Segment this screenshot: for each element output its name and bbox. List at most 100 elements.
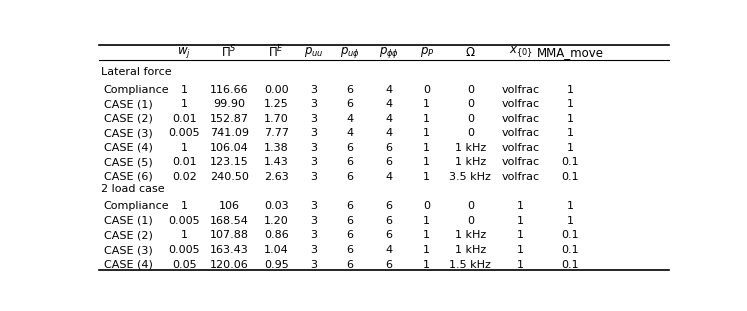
Text: CASE (4): CASE (4) — [104, 143, 152, 153]
Text: 4: 4 — [347, 128, 353, 138]
Text: 123.15: 123.15 — [210, 157, 249, 167]
Text: 1: 1 — [181, 143, 187, 153]
Text: 1: 1 — [566, 99, 574, 109]
Text: 1.43: 1.43 — [264, 157, 288, 167]
Text: volfrac: volfrac — [501, 143, 539, 153]
Text: 7.77: 7.77 — [264, 128, 289, 138]
Text: 1 kHz: 1 kHz — [455, 143, 486, 153]
Text: 1 kHz: 1 kHz — [455, 230, 486, 240]
Text: 1: 1 — [424, 157, 430, 167]
Text: MMA_move: MMA_move — [536, 46, 604, 59]
Text: 0: 0 — [467, 114, 474, 123]
Text: 3.5 kHz: 3.5 kHz — [450, 172, 492, 182]
Text: volfrac: volfrac — [501, 99, 539, 109]
Text: 1: 1 — [181, 202, 187, 211]
Text: $p_{uu}$: $p_{uu}$ — [304, 45, 324, 59]
Text: 6: 6 — [347, 216, 353, 226]
Text: 1: 1 — [566, 85, 574, 95]
Text: 3: 3 — [311, 172, 317, 182]
Text: 3: 3 — [311, 202, 317, 211]
Text: 1: 1 — [566, 128, 574, 138]
Text: 1: 1 — [424, 172, 430, 182]
Text: CASE (2): CASE (2) — [104, 114, 152, 123]
Text: 0.1: 0.1 — [561, 230, 579, 240]
Text: 3: 3 — [311, 230, 317, 240]
Text: 1: 1 — [424, 99, 430, 109]
Text: 116.66: 116.66 — [210, 85, 249, 95]
Text: 1: 1 — [424, 128, 430, 138]
Text: 0: 0 — [467, 99, 474, 109]
Text: $\Pi^E$: $\Pi^E$ — [268, 44, 285, 60]
Text: $\Omega$: $\Omega$ — [465, 46, 476, 59]
Text: 0.86: 0.86 — [264, 230, 288, 240]
Text: $w_j$: $w_j$ — [177, 45, 191, 60]
Text: 0: 0 — [467, 85, 474, 95]
Text: $p_{u\phi}$: $p_{u\phi}$ — [340, 45, 360, 60]
Text: CASE (2): CASE (2) — [104, 230, 152, 240]
Text: 0.005: 0.005 — [168, 245, 200, 255]
Text: 1: 1 — [517, 245, 524, 255]
Text: volfrac: volfrac — [501, 157, 539, 167]
Text: 6: 6 — [385, 216, 392, 226]
Text: 6: 6 — [347, 99, 353, 109]
Text: 1.70: 1.70 — [264, 114, 288, 123]
Text: 4: 4 — [385, 128, 392, 138]
Text: 0.1: 0.1 — [561, 172, 579, 182]
Text: 0.1: 0.1 — [561, 259, 579, 270]
Text: 4: 4 — [385, 114, 392, 123]
Text: 4: 4 — [385, 85, 392, 95]
Text: 1: 1 — [517, 216, 524, 226]
Text: 107.88: 107.88 — [210, 230, 249, 240]
Text: 120.06: 120.06 — [210, 259, 249, 270]
Text: 4: 4 — [385, 245, 392, 255]
Text: 0.01: 0.01 — [172, 114, 196, 123]
Text: CASE (6): CASE (6) — [104, 172, 152, 182]
Text: 0.1: 0.1 — [561, 245, 579, 255]
Text: 1: 1 — [181, 85, 187, 95]
Text: 1: 1 — [517, 202, 524, 211]
Text: 1: 1 — [566, 202, 574, 211]
Text: $x_{\{0\}}$: $x_{\{0\}}$ — [509, 44, 533, 60]
Text: CASE (3): CASE (3) — [104, 128, 152, 138]
Text: 0: 0 — [467, 202, 474, 211]
Text: 0: 0 — [467, 128, 474, 138]
Text: 168.54: 168.54 — [210, 216, 249, 226]
Text: 0: 0 — [424, 85, 430, 95]
Text: 1: 1 — [424, 230, 430, 240]
Text: 1.20: 1.20 — [264, 216, 288, 226]
Text: 3: 3 — [311, 157, 317, 167]
Text: CASE (3): CASE (3) — [104, 245, 152, 255]
Text: volfrac: volfrac — [501, 114, 539, 123]
Text: 0.02: 0.02 — [172, 172, 196, 182]
Text: 6: 6 — [347, 143, 353, 153]
Text: volfrac: volfrac — [501, 172, 539, 182]
Text: 0.01: 0.01 — [172, 157, 196, 167]
Text: 1: 1 — [424, 216, 430, 226]
Text: CASE (5): CASE (5) — [104, 157, 152, 167]
Text: 1: 1 — [566, 216, 574, 226]
Text: CASE (1): CASE (1) — [104, 216, 152, 226]
Text: 6: 6 — [347, 157, 353, 167]
Text: 1: 1 — [517, 259, 524, 270]
Text: volfrac: volfrac — [501, 128, 539, 138]
Text: 1.38: 1.38 — [264, 143, 288, 153]
Text: 4: 4 — [347, 114, 353, 123]
Text: 3: 3 — [311, 143, 317, 153]
Text: 6: 6 — [347, 245, 353, 255]
Text: 1: 1 — [181, 99, 187, 109]
Text: Lateral force: Lateral force — [101, 67, 172, 77]
Text: 106: 106 — [219, 202, 240, 211]
Text: 1.5 kHz: 1.5 kHz — [450, 259, 492, 270]
Text: 99.90: 99.90 — [213, 99, 245, 109]
Text: 163.43: 163.43 — [210, 245, 249, 255]
Text: 741.09: 741.09 — [210, 128, 249, 138]
Text: 6: 6 — [347, 85, 353, 95]
Text: $p_{\phi\phi}$: $p_{\phi\phi}$ — [379, 45, 399, 60]
Text: 2.63: 2.63 — [264, 172, 288, 182]
Text: 3: 3 — [311, 216, 317, 226]
Text: 0.95: 0.95 — [264, 259, 288, 270]
Text: 1: 1 — [424, 245, 430, 255]
Text: $\Pi^S$: $\Pi^S$ — [221, 44, 237, 60]
Text: 0.005: 0.005 — [168, 216, 200, 226]
Text: CASE (4): CASE (4) — [104, 259, 152, 270]
